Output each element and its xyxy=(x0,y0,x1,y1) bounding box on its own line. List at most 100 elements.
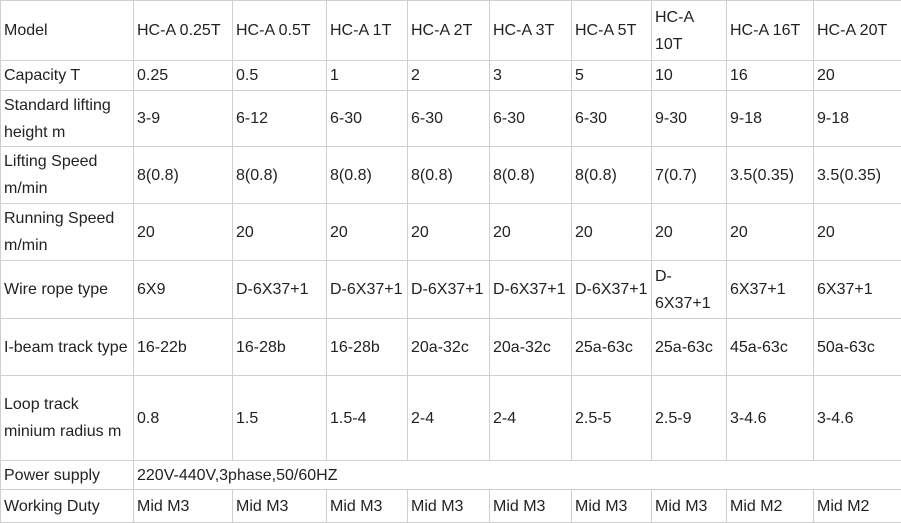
table-cell: Mid M3 xyxy=(490,490,572,523)
table-cell: Mid M3 xyxy=(652,490,727,523)
table-cell: 1.5 xyxy=(233,376,327,461)
table-cell: 3.5(0.35) xyxy=(727,147,814,204)
column-header: HC-A 0.25T xyxy=(134,1,233,61)
row-label: Lifting Speed m/min xyxy=(1,147,134,204)
table-cell: 10 xyxy=(652,61,727,91)
table-cell: 20 xyxy=(814,61,901,91)
table-cell: 0.25 xyxy=(134,61,233,91)
table-cell: Mid M3 xyxy=(134,490,233,523)
table-cell: 20 xyxy=(814,204,901,261)
table-cell: 8(0.8) xyxy=(490,147,572,204)
table-cell: 20a-32c xyxy=(490,319,572,376)
table-cell: D-6X37+1 xyxy=(233,261,327,319)
table-cell: Mid M3 xyxy=(408,490,490,523)
table-cell: 8(0.8) xyxy=(572,147,652,204)
table-cell: Mid M3 xyxy=(327,490,408,523)
column-header: HC-A 20T xyxy=(814,1,901,61)
table-cell: 8(0.8) xyxy=(233,147,327,204)
table-cell: D-6X37+1 xyxy=(572,261,652,319)
table-cell: Mid M2 xyxy=(814,490,901,523)
table-cell: 7(0.7) xyxy=(652,147,727,204)
table-cell: 3-4.6 xyxy=(727,376,814,461)
row-label: Running Speed m/min xyxy=(1,204,134,261)
row-label: Standard lifting height m xyxy=(1,91,134,147)
table-cell: 6-30 xyxy=(490,91,572,147)
table-cell: 1.5-4 xyxy=(327,376,408,461)
table-cell: Mid M3 xyxy=(572,490,652,523)
table-cell: 0.5 xyxy=(233,61,327,91)
row-label: Wire rope type xyxy=(1,261,134,319)
table-cell: 3-9 xyxy=(134,91,233,147)
table-cell: 3 xyxy=(490,61,572,91)
table-cell: 1 xyxy=(327,61,408,91)
column-header: HC-A 5T xyxy=(572,1,652,61)
table-cell: 2.5-9 xyxy=(652,376,727,461)
table-cell: 5 xyxy=(572,61,652,91)
table-cell: 20 xyxy=(490,204,572,261)
table-cell: 20 xyxy=(134,204,233,261)
table-cell: 20 xyxy=(727,204,814,261)
table-cell: 16-22b xyxy=(134,319,233,376)
row-label: Power supply xyxy=(1,461,134,490)
column-header: HC-A 1T xyxy=(327,1,408,61)
table-cell: D-6X37+1 xyxy=(327,261,408,319)
table-cell: 220V-440V,3phase,50/60HZ xyxy=(134,461,901,490)
table-cell: 6-30 xyxy=(572,91,652,147)
table-cell: Mid M3 xyxy=(233,490,327,523)
row-label: Loop track minium radius m xyxy=(1,376,134,461)
table-cell: 25a-63c xyxy=(572,319,652,376)
row-label: I-beam track type xyxy=(1,319,134,376)
table-cell: D-6X37+1 xyxy=(652,261,727,319)
table-cell: 20 xyxy=(233,204,327,261)
table-cell: 16-28b xyxy=(327,319,408,376)
table-cell: 6X37+1 xyxy=(727,261,814,319)
table-cell: 6X37+1 xyxy=(814,261,901,319)
table-cell: 16 xyxy=(727,61,814,91)
table-cell: 50a-63c xyxy=(814,319,901,376)
table-cell: 6X9 xyxy=(134,261,233,319)
table-cell: 20 xyxy=(652,204,727,261)
table-cell: 8(0.8) xyxy=(327,147,408,204)
table-cell: 8(0.8) xyxy=(408,147,490,204)
table-cell: 2.5-5 xyxy=(572,376,652,461)
table-cell: 6-30 xyxy=(408,91,490,147)
column-header: HC-A 3T xyxy=(490,1,572,61)
row-label: Working Duty xyxy=(1,490,134,523)
table-cell: 25a-63c xyxy=(652,319,727,376)
column-header: HC-A 0.5T xyxy=(233,1,327,61)
column-header: HC-A 16T xyxy=(727,1,814,61)
table-cell: 9-30 xyxy=(652,91,727,147)
row-label: Model xyxy=(1,1,134,61)
table-cell: 20 xyxy=(327,204,408,261)
table-cell: 2 xyxy=(408,61,490,91)
table-cell: 20 xyxy=(408,204,490,261)
table-cell: 6-30 xyxy=(327,91,408,147)
table-cell: D-6X37+1 xyxy=(408,261,490,319)
table-cell: 20 xyxy=(572,204,652,261)
table-cell: 3.5(0.35) xyxy=(814,147,901,204)
table-cell: 2-4 xyxy=(408,376,490,461)
column-header: HC-A 10T xyxy=(652,1,727,61)
column-header: HC-A 2T xyxy=(408,1,490,61)
table-cell: 20a-32c xyxy=(408,319,490,376)
table-cell: 6-12 xyxy=(233,91,327,147)
table-cell: 2-4 xyxy=(490,376,572,461)
table-cell: 8(0.8) xyxy=(134,147,233,204)
table-cell: 9-18 xyxy=(814,91,901,147)
table-cell: 9-18 xyxy=(727,91,814,147)
table-cell: D-6X37+1 xyxy=(490,261,572,319)
table-cell: Mid M2 xyxy=(727,490,814,523)
row-label: Capacity T xyxy=(1,61,134,91)
table-cell: 16-28b xyxy=(233,319,327,376)
